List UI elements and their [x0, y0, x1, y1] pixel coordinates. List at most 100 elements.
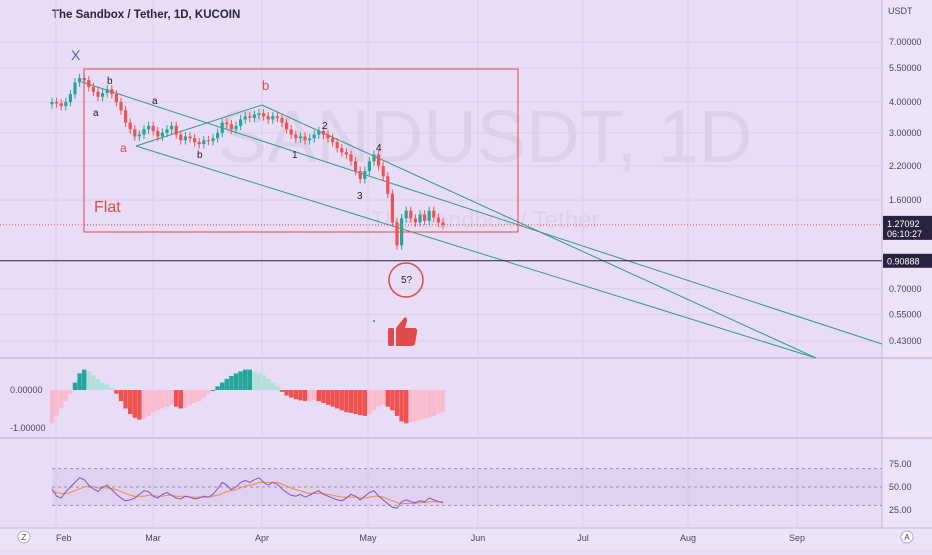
candle-body — [423, 214, 427, 221]
candle-body — [78, 78, 82, 83]
candle-body — [275, 116, 279, 118]
oscillator-bar — [118, 390, 124, 402]
time-tick-label-jun: Jun — [471, 533, 486, 543]
oscillator-bar — [197, 390, 202, 402]
candle-body — [289, 129, 293, 135]
time-axis-panel[interactable] — [0, 528, 932, 550]
oscillator-bar — [155, 390, 160, 411]
candlestick-series — [50, 73, 445, 250]
candle-body — [50, 101, 54, 105]
rsi-tick-label: 50.00 — [889, 482, 912, 492]
oscillator-bar — [174, 390, 179, 407]
oscillator-tick-label: 0.00000 — [10, 385, 43, 395]
oscillator-bar — [348, 390, 354, 413]
last-price-tag — [883, 215, 932, 240]
rsi-pane: 75.00 50.00 25.00 — [51, 459, 912, 515]
symbol-watermark: SANDUSDT, 1D — [218, 95, 753, 178]
candle-body — [363, 171, 367, 179]
oscillator-bar — [114, 390, 119, 394]
candle-body — [354, 161, 358, 172]
auto-scale-button[interactable]: A — [900, 530, 914, 544]
oscillator-bar — [160, 390, 165, 409]
candle-body — [248, 116, 252, 118]
oscillator-bar — [229, 375, 234, 390]
wave-label-b: b — [262, 78, 269, 93]
candle-body — [432, 210, 436, 218]
price-axis-panel[interactable] — [882, 0, 932, 550]
candle-body — [206, 140, 210, 142]
rsi-signal-line — [51, 481, 443, 505]
candle-body — [202, 140, 206, 145]
candle-body — [308, 138, 312, 141]
oscillator-bar — [358, 390, 363, 416]
oscillator-bar — [82, 369, 87, 390]
oscillator-bar — [54, 390, 59, 416]
wave-label-X: X — [71, 47, 81, 63]
oscillator-bar — [252, 371, 257, 390]
oscillator-bar — [362, 390, 367, 416]
rsi-tick-label: 75.00 — [889, 459, 912, 469]
oscillator-bar — [371, 390, 377, 411]
oscillator-bar — [312, 390, 317, 401]
candle-body — [381, 166, 385, 177]
oscillator-bar — [247, 369, 252, 390]
candle-body — [335, 142, 339, 149]
candle-body — [298, 136, 302, 139]
candle-body — [156, 131, 160, 137]
wave-label-a: a — [152, 96, 158, 107]
candle-body — [142, 129, 146, 135]
grid-lines — [0, 0, 882, 528]
candle-body — [128, 122, 132, 130]
candle-body — [55, 101, 59, 104]
oscillator-bar — [100, 382, 105, 390]
candle-body — [105, 89, 109, 93]
candle-body — [395, 222, 399, 246]
candle-body — [73, 82, 77, 95]
oscillator-bar — [86, 371, 91, 390]
oscillator-bar — [279, 390, 285, 392]
candle-body — [257, 113, 261, 115]
oscillator-bar — [256, 373, 262, 390]
oscillator-bar — [137, 390, 142, 420]
candle-body — [119, 101, 123, 111]
oscillator-bar — [330, 390, 335, 407]
price-tick-label: 7.00000 — [889, 37, 922, 47]
oscillator-bar — [316, 390, 321, 402]
candle-body — [59, 103, 63, 107]
oscillator-bar — [381, 390, 386, 405]
wave-label-1: 1 — [292, 150, 298, 161]
wave-label-a: a — [93, 108, 99, 119]
candle-body — [160, 132, 164, 137]
last-price-countdown: 06:10:27 — [887, 229, 922, 239]
time-tick-label-mar: Mar — [145, 533, 161, 543]
candle-body — [404, 210, 408, 219]
candle-body — [151, 125, 155, 132]
oscillator-bar — [344, 390, 349, 413]
oscillator-bar — [63, 390, 68, 402]
candle-body — [114, 94, 118, 102]
oscillator-bar — [146, 390, 151, 416]
price-tick-label: 3.00000 — [889, 128, 922, 138]
oscillator-bar — [49, 390, 55, 424]
candle-body — [280, 117, 284, 123]
candle-body — [96, 91, 100, 97]
candle-body — [441, 222, 445, 225]
wave-5-circle — [388, 262, 424, 298]
zoom-button-circle — [17, 530, 31, 544]
oscillator-bar — [385, 390, 390, 407]
candle-body — [377, 154, 381, 167]
oscillator-bar — [68, 390, 73, 394]
zoom-reset-button[interactable]: Z — [17, 530, 31, 544]
oscillator-bar — [376, 390, 381, 407]
oscillator-bar — [440, 390, 446, 413]
candle-body — [165, 129, 169, 133]
wave-label-Flat: Flat — [94, 199, 121, 216]
candle-body — [418, 214, 422, 223]
oscillator-bar — [206, 390, 211, 394]
candle-body — [367, 161, 371, 172]
oscillator-bar — [261, 375, 266, 390]
oscillator-bar — [321, 390, 326, 403]
support-price-tag — [883, 253, 932, 268]
